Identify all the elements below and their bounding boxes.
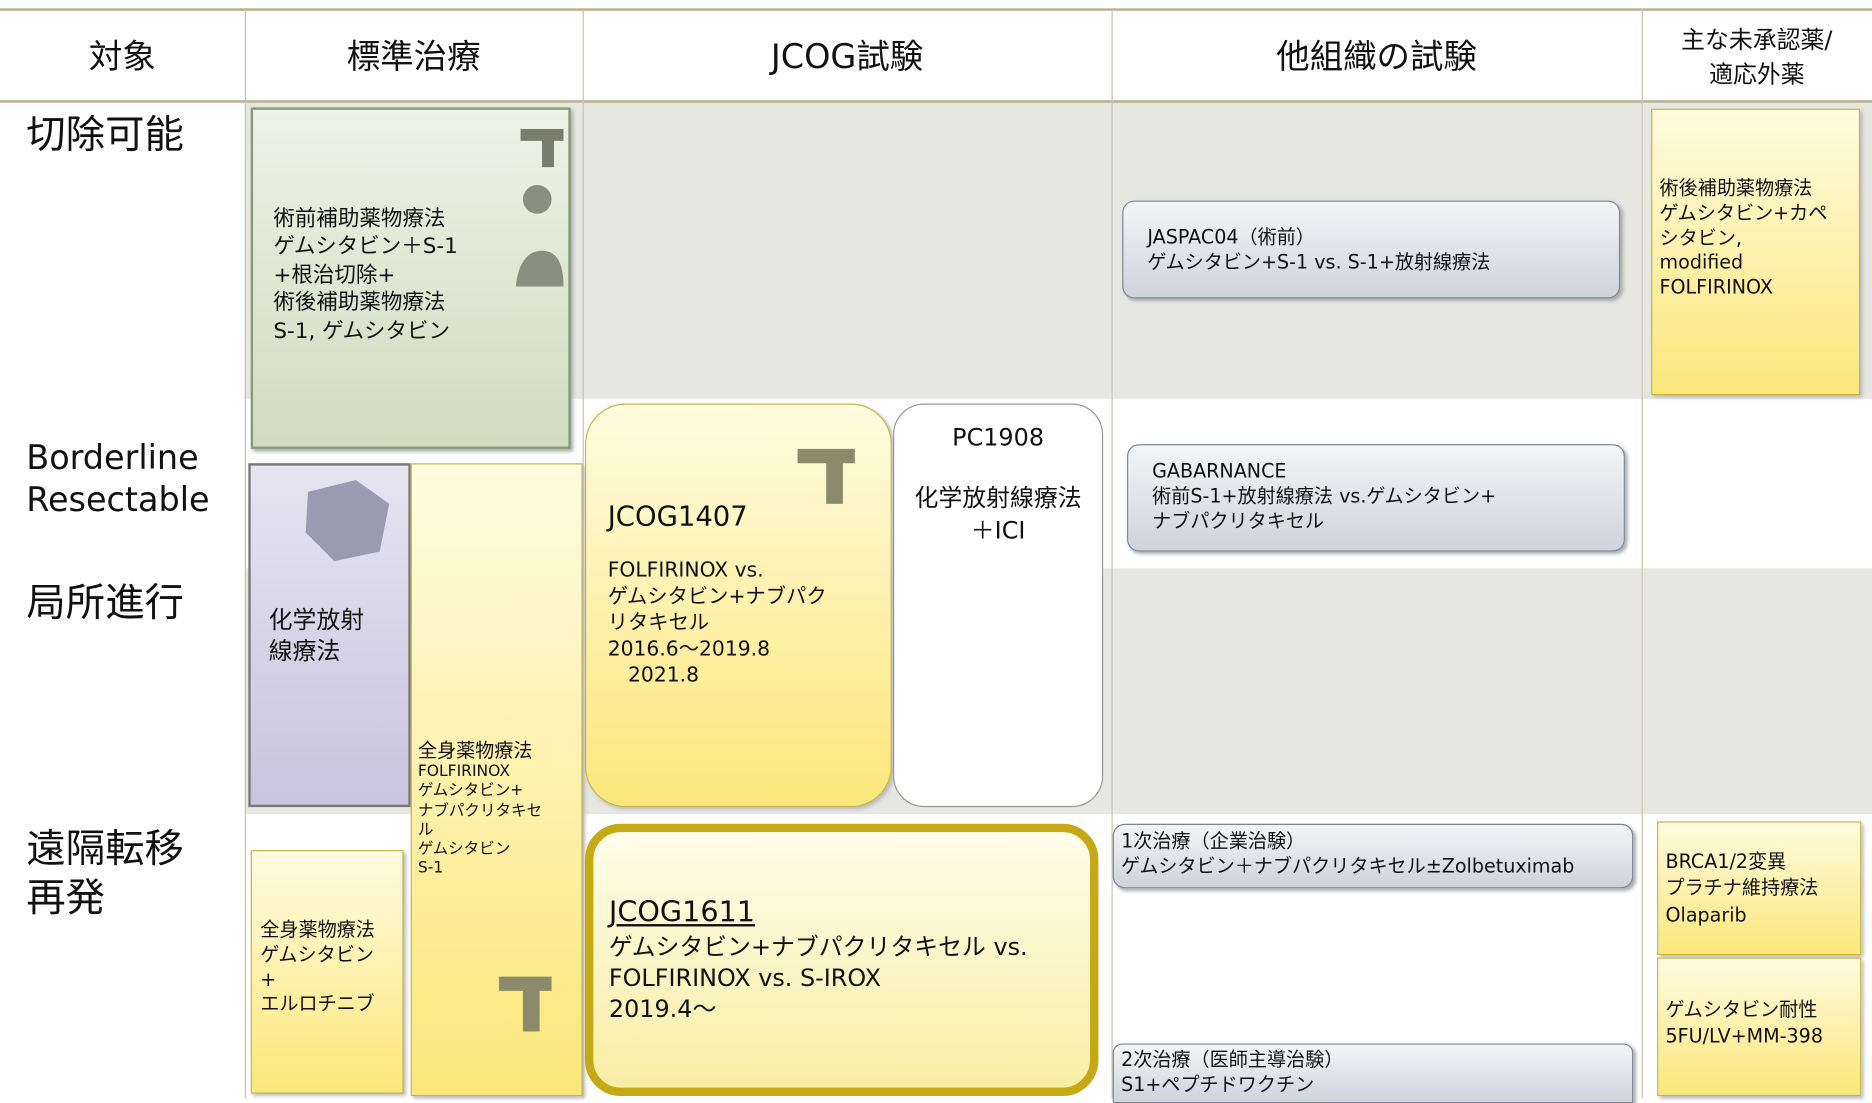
text-line: JASPAC04（術前）: [1147, 225, 1315, 249]
header-rule: [0, 100, 1872, 103]
header-cell: 対象: [0, 10, 245, 101]
text-line: 遠隔転移: [26, 824, 184, 872]
text-line: ゲムシタビン: [417, 840, 511, 859]
text-line: ゲムシタビン+: [417, 782, 524, 801]
trial-box: 1次治療（企業治験） ゲムシタビン＋ナブパクリタキセル±Zolbetuximab: [1112, 823, 1634, 889]
drug-box: 術後補助薬物療法 ゲムシタビン+カペ シタビン, modified FOLFIRINOX: [1651, 108, 1861, 396]
text-line: 適応外薬: [1709, 59, 1805, 89]
text-line: modified: [1659, 251, 1744, 274]
text-line: 切除可能: [26, 111, 184, 158]
text-line: 化学放射: [268, 605, 365, 634]
text-line: エルロチニブ: [260, 992, 375, 1016]
text-line: ゲムシタビン耐性: [1665, 998, 1818, 1021]
text-line: 1次治療（企業治験）: [1121, 829, 1306, 853]
text-line: PC1908: [952, 422, 1045, 452]
text-line: 化学放射線療法: [914, 483, 1082, 513]
drug-box: ゲムシタビン耐性 5FU/LV+MM-398: [1657, 957, 1862, 1097]
text-line: 全身薬物療法: [417, 739, 533, 762]
text-line: JCOG1611: [608, 895, 756, 929]
icon: [797, 448, 855, 504]
text-line: +: [260, 967, 277, 991]
header-cell: 他組織の試験: [1112, 10, 1642, 101]
text-line: 再発: [26, 874, 106, 921]
icon: [522, 185, 552, 214]
text-line: +根治切除+: [273, 262, 396, 288]
text-line: 術後補助薬物療法: [1659, 176, 1813, 200]
text-line: 主な未承認薬/: [1681, 25, 1833, 54]
icon: [305, 479, 390, 562]
text-line: ゲムシタビン＋ナブパクリタキセル±Zolbetuximab: [1121, 854, 1575, 878]
text-line: FOLFIRINOX: [417, 762, 511, 781]
text-line: 2次治療（医師主導治験）: [1121, 1048, 1344, 1071]
text-line: 局所進行: [26, 579, 184, 626]
text-line: FOLFIRINOX vs. S-IROX: [608, 963, 882, 993]
col-line: [582, 9, 584, 1099]
text-line: 術後補助薬物療法: [273, 290, 446, 316]
trial-box: 2次治療（医師主導治験） S1+ペプチドワクチン: [1112, 1043, 1634, 1103]
trial-box: JASPAC04（術前） ゲムシタビン+S-1 vs. S-1+放射線療法: [1122, 200, 1621, 299]
text-line: 2019.4～: [608, 994, 717, 1024]
text-line: 線療法: [268, 636, 341, 666]
col-line: [1111, 9, 1113, 1099]
header-cell: JCOG試験: [583, 10, 1112, 101]
text-line: Resectable: [26, 479, 210, 520]
trial-box: GABARNANCE 術前S-1+放射線療法 vs.ゲムシタビン+ ナブパクリタキセ…: [1127, 444, 1625, 552]
text-line: 2021.8: [607, 664, 700, 689]
text-line: S1+ペプチドワクチン: [1121, 1073, 1315, 1096]
text-line: 術前補助薬物療法: [273, 206, 446, 232]
text-line: ル: [417, 821, 434, 840]
text-line: 2016.6～2019.8: [607, 637, 771, 662]
text-line: ナブパクリタキセ: [417, 801, 543, 820]
standard-box: 全身薬物療法 FOLFIRINOX ゲムシタビン+ ナブパクリタキセルゲムシタビン S-…: [410, 463, 583, 1097]
text-line: プラチナ維持療法: [1665, 876, 1819, 900]
col-line: [1641, 9, 1643, 1099]
text-line: ナブパクリタキセル: [1152, 509, 1325, 532]
text-line: シタビン,: [1659, 226, 1743, 250]
text-line: 他組織の試験: [1276, 37, 1477, 77]
text-line: 術前S-1+放射線療法 vs.ゲムシタビン+: [1152, 484, 1497, 508]
text-line: JCOG1407: [607, 501, 748, 533]
icon: [499, 976, 552, 1032]
text-line: ゲムシタビン+ナブパク: [607, 584, 827, 609]
text-line: 全身薬物療法: [260, 918, 375, 941]
text-line: 標準治療: [346, 37, 481, 77]
text-line: FOLFIRINOX vs.: [607, 558, 764, 583]
col-line: [244, 9, 246, 1099]
text-line: ゲムシタビン＋S-1: [273, 234, 458, 260]
icon: [520, 128, 564, 168]
text-line: GABARNANCE: [1152, 459, 1287, 483]
text-line: ゲムシタビン+ナブパクリタキセル vs.: [608, 932, 1028, 962]
text-line: S-1: [417, 859, 444, 878]
row-label: 遠隔転移 再発: [26, 824, 184, 922]
text-line: FOLFIRINOX: [1659, 276, 1773, 299]
jcog-box: JCOG1611 ゲムシタビン+ナブパクリタキセル vs. FOLFIRINOX v…: [585, 823, 1099, 1097]
text-line: ゲムシタビン+S-1 vs. S-1+放射線療法: [1147, 250, 1491, 274]
row-label: 局所進行: [26, 578, 184, 627]
text-line: ゲムシタビン: [260, 942, 374, 966]
text-line: ＋ICI: [970, 515, 1026, 545]
jcog-box: PC1908 化学放射線療法 ＋ICI: [893, 403, 1104, 808]
text-line: リタキセル: [607, 611, 710, 636]
standard-box: 全身薬物療法 ゲムシタビン + エルロチニブ: [250, 850, 404, 1094]
text-line: JCOG試験: [770, 37, 924, 77]
text-line: Borderline: [26, 438, 199, 478]
icon: [515, 250, 564, 287]
header-cell: 標準治療: [245, 10, 583, 101]
text-line: Olaparib: [1665, 903, 1747, 927]
top-rule: [0, 8, 1872, 11]
row-label: 切除可能: [26, 110, 184, 159]
drug-box: BRCA1/2変異プラチナ維持療法 Olaparib: [1657, 821, 1862, 956]
text-line: BRCA1/2変異: [1665, 850, 1787, 873]
header-cell: 主な未承認薬/適応外薬: [1642, 10, 1872, 101]
row-label: Borderline Resectable: [26, 437, 209, 521]
text-line: 対象: [88, 37, 156, 77]
text-line: 5FU/LV+MM-398: [1665, 1024, 1823, 1048]
text-line: S-1, ゲムシタビン: [273, 318, 451, 344]
text-line: ゲムシタビン+カペ: [1659, 201, 1828, 225]
